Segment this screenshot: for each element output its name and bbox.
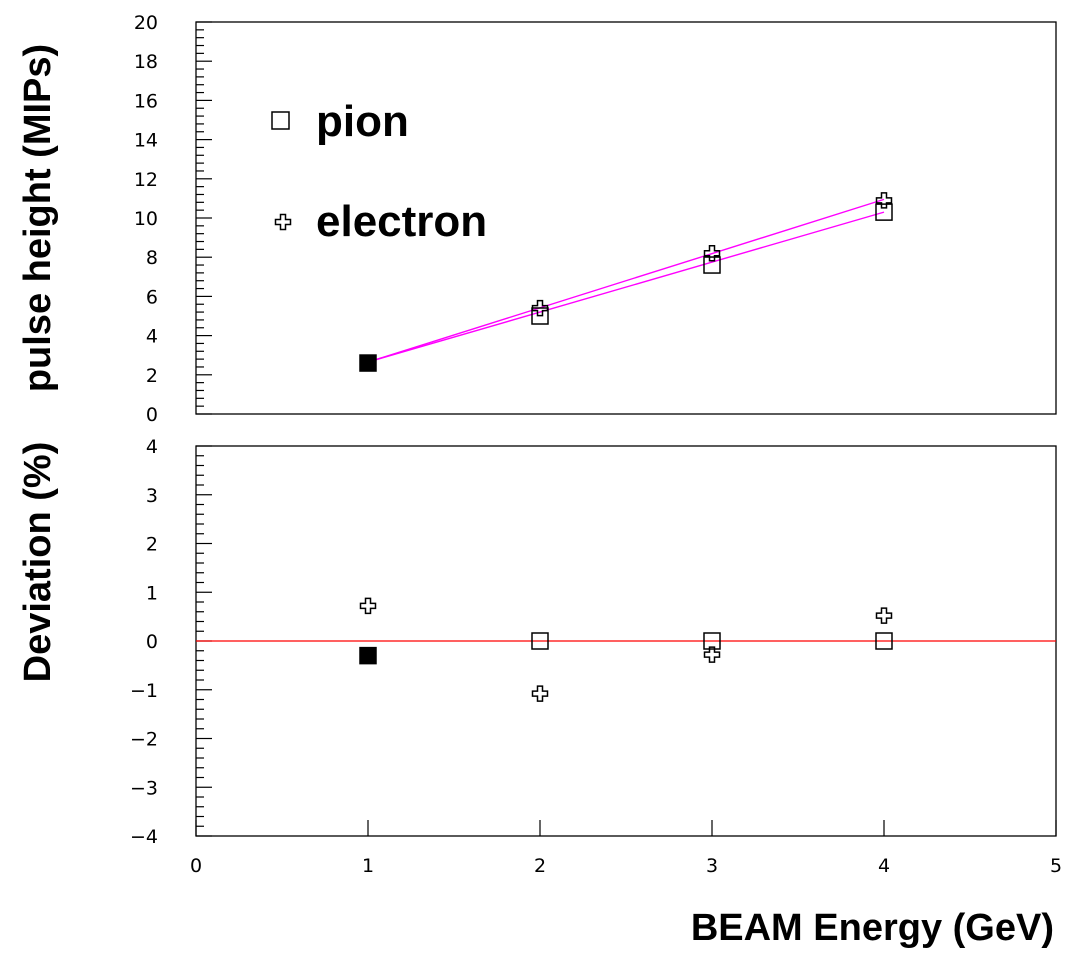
- bottom-y-tick-label: 2: [146, 534, 158, 556]
- electron-point: [875, 607, 893, 624]
- top-y-tick-label: 14: [134, 130, 158, 152]
- x-tick-label: 2: [534, 855, 546, 877]
- x-tick-label: 3: [706, 855, 718, 877]
- pion-point: [359, 354, 377, 372]
- legend-electron-marker: [274, 213, 292, 231]
- top-y-tick-label: 10: [134, 208, 158, 230]
- top-y-tick-label: 0: [146, 404, 158, 426]
- top-y-tick-label: 20: [134, 12, 158, 34]
- top-data-points: [359, 192, 893, 372]
- electron-point: [703, 245, 721, 262]
- bottom-y-tick-label: −3: [130, 777, 158, 799]
- top-y-axis-title: pulse height (MIPs): [17, 44, 59, 392]
- pulse-height-panel: 0 2 4 6 8 10 12 14 16 18 20 pulse height (MIPs) pi…: [17, 12, 1057, 426]
- bottom-data-points: [359, 597, 893, 702]
- deviation-panel: −4 −3 −2 −1 0 1 2 3 4 0 1 2 3 4 5 Deviation (%) BEAM …: [17, 436, 1062, 949]
- top-y-tick-label: 16: [134, 90, 158, 112]
- pion-point: [531, 632, 549, 650]
- bottom-y-tick-label: 0: [146, 631, 158, 653]
- top-y-tick-label: 12: [134, 169, 158, 191]
- top-y-ticks: 0 2 4 6 8 10 12 14 16 18 20: [134, 12, 212, 426]
- legend-electron-label: electron: [316, 197, 487, 246]
- legend: pion electron: [271, 97, 487, 246]
- pion-fit-line: [367, 211, 885, 363]
- bottom-y-tick-label: 4: [146, 436, 158, 458]
- top-y-tick-label: 4: [146, 326, 158, 348]
- legend-pion-label: pion: [316, 97, 409, 146]
- bottom-y-tick-label: −2: [130, 729, 158, 751]
- electron-point: [531, 299, 549, 317]
- bottom-y-tick-label: 1: [146, 582, 158, 604]
- bottom-y-axis-title: Deviation (%): [17, 442, 59, 683]
- top-y-tick-label: 2: [146, 365, 158, 387]
- x-tick-label: 4: [878, 855, 890, 877]
- pion-point: [703, 256, 721, 274]
- electron-point: [359, 597, 377, 615]
- bottom-y-ticks: −4 −3 −2 −1 0 1 2 3 4: [130, 436, 212, 848]
- bottom-y-tick-label: −1: [130, 680, 158, 702]
- bottom-y-tick-label: 3: [146, 485, 158, 507]
- pion-point: [875, 632, 893, 650]
- x-axis-ticks: 0 1 2 3 4 5: [190, 820, 1062, 877]
- top-y-tick-label: 8: [146, 247, 158, 269]
- pion-point: [703, 632, 721, 650]
- x-tick-label: 1: [362, 855, 374, 877]
- pion-point: [531, 307, 549, 325]
- x-axis-title: BEAM Energy (GeV): [691, 907, 1054, 949]
- legend-pion-marker: [271, 111, 290, 130]
- bottom-y-tick-label: −4: [130, 826, 158, 848]
- electron-point: [359, 354, 377, 372]
- electron-point: [703, 646, 721, 663]
- pion-point: [875, 203, 893, 221]
- electron-point: [875, 192, 893, 209]
- top-y-tick-label: 18: [134, 51, 158, 73]
- electron-fit-line: [367, 198, 885, 363]
- electron-point: [531, 685, 549, 702]
- x-tick-label: 0: [190, 855, 202, 877]
- pion-point: [359, 646, 377, 665]
- top-fit-lines: [367, 198, 885, 363]
- top-y-tick-label: 6: [146, 286, 158, 308]
- x-tick-label: 5: [1050, 855, 1062, 877]
